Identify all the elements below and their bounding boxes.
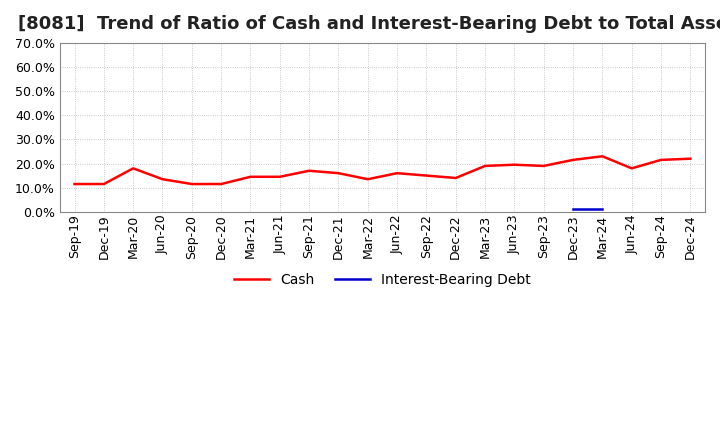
Cash xyxy=(598,154,607,159)
Cash xyxy=(422,173,431,178)
Cash xyxy=(539,163,548,169)
Title: [8081]  Trend of Ratio of Cash and Interest-Bearing Debt to Total Assets: [8081] Trend of Ratio of Cash and Intere… xyxy=(18,15,720,33)
Cash xyxy=(305,168,313,173)
Cash xyxy=(129,166,138,171)
Interest-Bearing Debt xyxy=(598,207,607,212)
Cash xyxy=(99,181,108,187)
Interest-Bearing Debt xyxy=(569,207,577,212)
Legend: Cash, Interest-Bearing Debt: Cash, Interest-Bearing Debt xyxy=(229,268,536,293)
Cash xyxy=(393,171,402,176)
Cash xyxy=(158,176,167,182)
Cash xyxy=(510,162,518,167)
Cash xyxy=(71,181,79,187)
Cash xyxy=(217,181,225,187)
Cash xyxy=(246,174,255,180)
Cash xyxy=(276,174,284,180)
Cash xyxy=(481,163,490,169)
Cash xyxy=(451,176,460,181)
Cash xyxy=(686,156,695,161)
Cash xyxy=(187,181,196,187)
Cash xyxy=(334,171,343,176)
Cash xyxy=(627,166,636,171)
Cash xyxy=(657,157,665,162)
Cash xyxy=(364,176,372,182)
Line: Cash: Cash xyxy=(75,156,690,184)
Cash xyxy=(569,157,577,162)
